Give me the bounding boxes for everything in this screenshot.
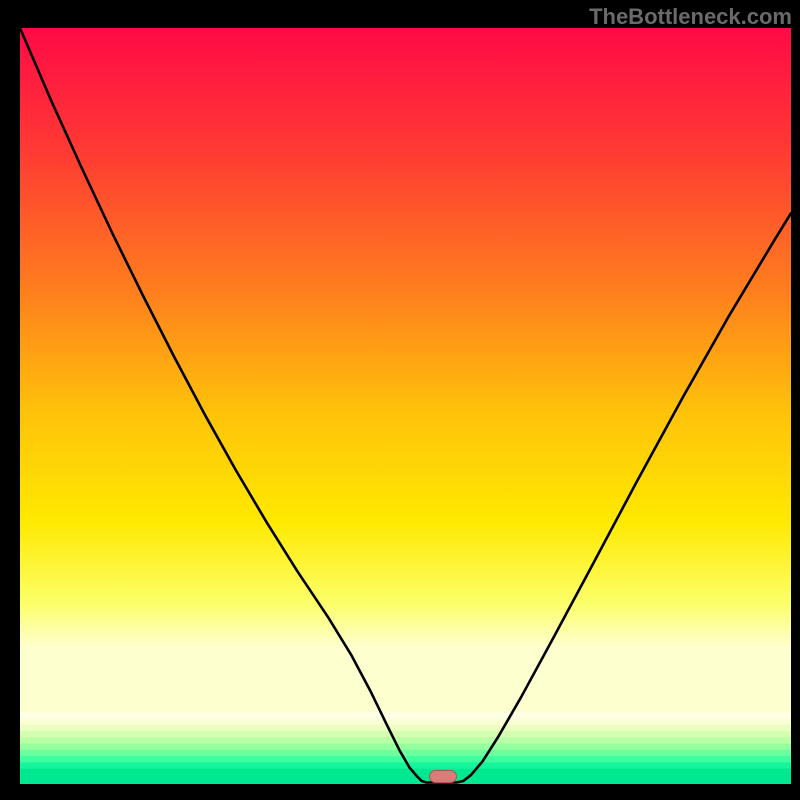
chart-background bbox=[20, 28, 791, 784]
plot-area bbox=[20, 28, 791, 784]
attribution-link[interactable]: TheBottleneck.com bbox=[589, 4, 792, 30]
chart-container: TheBottleneck.com bbox=[0, 0, 800, 800]
optimal-point-marker bbox=[429, 770, 457, 783]
chart-svg bbox=[20, 28, 791, 784]
